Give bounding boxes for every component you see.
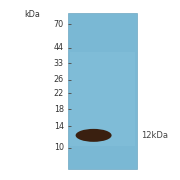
Text: 12kDa: 12kDa <box>141 131 168 140</box>
Text: 22: 22 <box>54 89 64 98</box>
Bar <box>70 52 135 146</box>
Text: 33: 33 <box>54 59 64 68</box>
Ellipse shape <box>76 129 112 142</box>
Text: 14: 14 <box>54 122 64 131</box>
Text: kDa: kDa <box>25 10 40 19</box>
Text: 44: 44 <box>54 43 64 52</box>
Text: 18: 18 <box>54 105 64 114</box>
Bar <box>68 13 137 169</box>
Text: 26: 26 <box>54 75 64 84</box>
Text: 10: 10 <box>54 143 64 152</box>
Text: 70: 70 <box>54 20 64 29</box>
